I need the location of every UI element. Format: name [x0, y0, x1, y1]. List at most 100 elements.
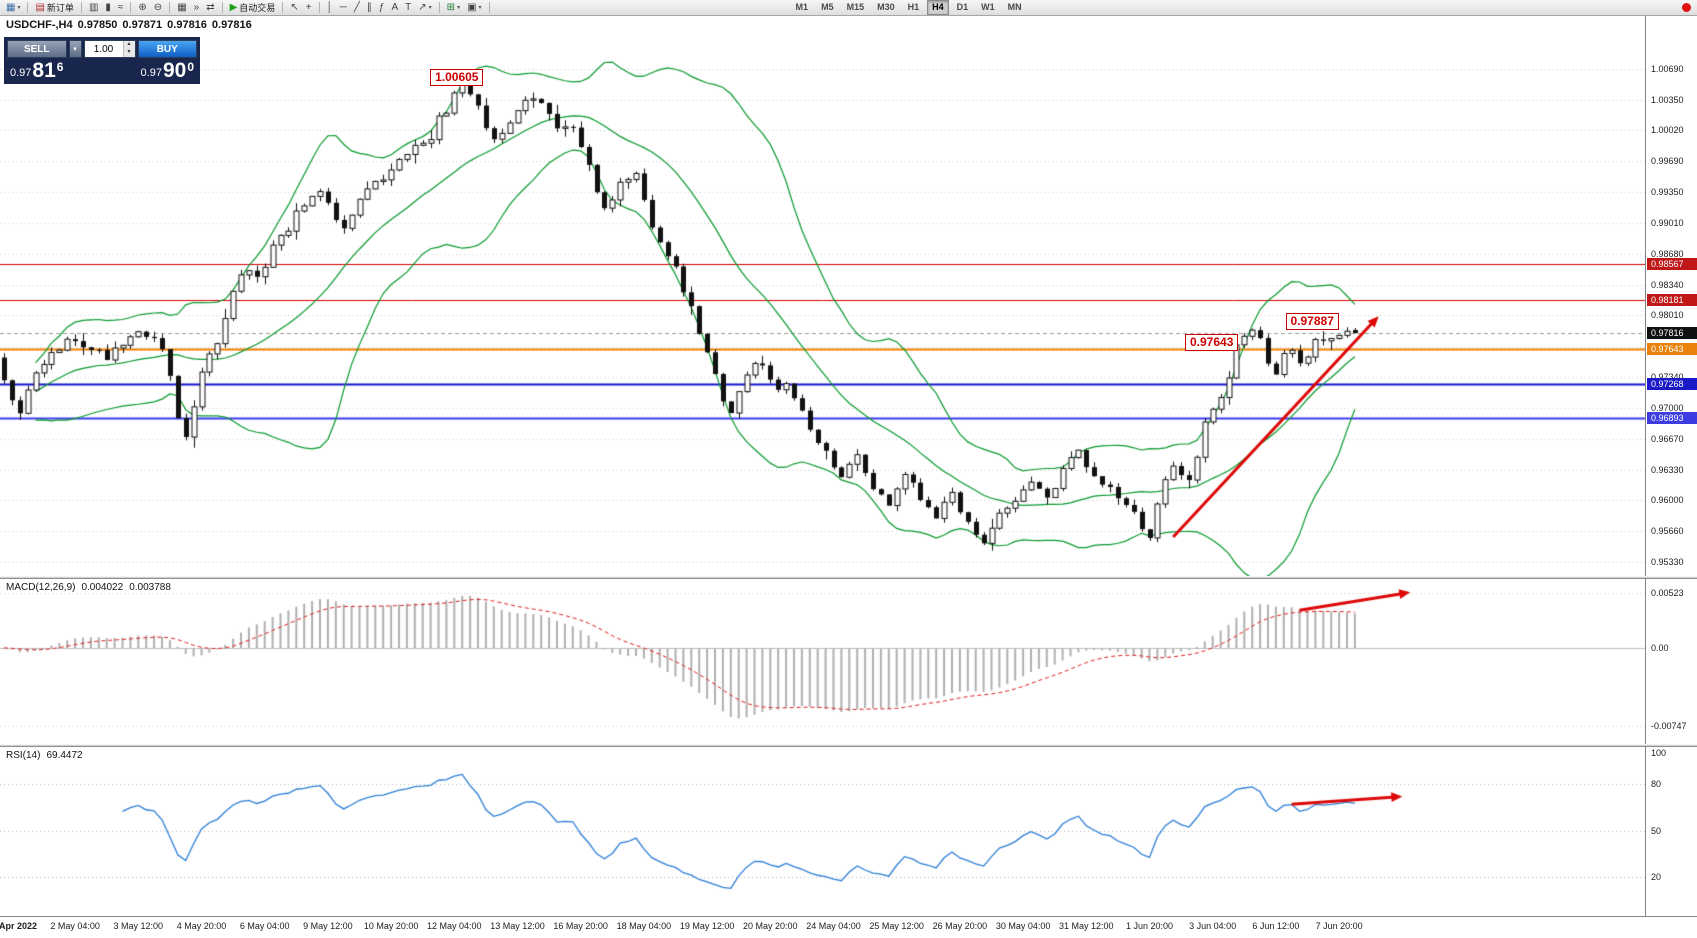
date-label: 24 May 04:00	[806, 921, 861, 931]
chart-candles-icon[interactable]: ▮	[102, 1, 114, 15]
tile-windows-icon[interactable]: ▦	[174, 1, 189, 15]
rsi-panel-canvas[interactable]	[0, 747, 1645, 916]
time-axis: 29 Apr 2022 2 May 04:00 3 May 12:00 4 May 2…	[0, 916, 1697, 938]
timeframe-h1[interactable]: H1	[907, 2, 920, 12]
rsi-indicator-label: RSI(14) 69.4472	[6, 750, 83, 761]
price-annotation[interactable]: 0.97887	[1285, 313, 1339, 331]
price-axis-label: 0.98680	[1651, 248, 1684, 259]
timeframe-m5[interactable]: M5	[821, 2, 834, 12]
zoom-out-icon: ⊖	[153, 1, 163, 13]
price-axis-label: 1.00690	[1651, 63, 1684, 74]
date-label: 7 Jun 20:00	[1315, 921, 1363, 931]
chart-symbol-period: USDCHF-,H4	[6, 19, 73, 31]
price-axis-label: 0.99010	[1651, 218, 1684, 229]
timeframe-m15[interactable]: M15	[846, 2, 865, 12]
zoom-in-icon[interactable]: ⊕	[135, 1, 149, 15]
timeframe-w1[interactable]: W1	[981, 2, 995, 12]
zoom-out-icon[interactable]: ⊖	[151, 1, 165, 15]
timeframe-mn[interactable]: MN	[1007, 2, 1022, 12]
toolbar-separator	[488, 2, 490, 13]
horizontal-line-icon[interactable]: ─	[337, 1, 350, 15]
timeframe-d1[interactable]: D1	[956, 2, 969, 12]
arrows-icon: ↗	[418, 1, 427, 13]
auto-scroll-icon: »	[193, 1, 200, 13]
price-annotation[interactable]: 1.00605	[430, 68, 484, 86]
sell-price: 0.97 81 6	[10, 59, 64, 82]
profiles-icon[interactable]: ▥	[86, 1, 101, 15]
timeframe-h4[interactable]: H4	[927, 0, 949, 15]
buy-button[interactable]: BUY	[137, 40, 197, 58]
lot-increase-button[interactable]: ▴	[123, 41, 135, 49]
panel-separator[interactable]	[0, 744, 1697, 747]
price-axis-label: 1.00020	[1651, 125, 1684, 136]
new-chart-icon[interactable]: ▦ ▾	[3, 1, 23, 15]
lot-input[interactable]	[84, 41, 123, 57]
price-axis-label: 0.95660	[1651, 526, 1684, 537]
chart-shift-icon: ⇄	[206, 1, 215, 13]
macd-panel-canvas[interactable]	[0, 579, 1645, 744]
arrows-icon[interactable]: ↗ ▾	[415, 1, 434, 15]
fibonacci-icon: ƒ	[378, 1, 385, 13]
chart-line-icon: ≈	[117, 1, 124, 13]
autotrading-button[interactable]: ▶ 自动交易	[227, 1, 279, 15]
timeframe-m30[interactable]: M30	[877, 2, 895, 12]
date-label: 1 Jun 20:00	[1125, 921, 1174, 931]
date-label: 6 May 04:00	[239, 921, 290, 931]
date-label: 6 Jun 12:00	[1252, 921, 1300, 931]
date-label: 3 Jun 04:00	[1189, 921, 1237, 931]
crosshair-icon[interactable]: +	[303, 1, 315, 15]
autotrading-button: ▶	[229, 1, 238, 13]
channel-icon[interactable]: ∥	[364, 1, 375, 15]
chart-shift-icon[interactable]: ⇄	[203, 1, 217, 15]
price-level-badge: 0.96893	[1647, 412, 1697, 424]
macd-axis-label: 0.00523	[1651, 588, 1684, 599]
price-annotation[interactable]: 0.97643	[1185, 334, 1239, 352]
ohlc-high: 0.97871	[122, 19, 163, 31]
new-order-button-label: 新订单	[46, 2, 74, 13]
timeframe-m1[interactable]: M1	[795, 2, 809, 12]
date-label: 26 May 20:00	[932, 921, 988, 931]
toolbar-separator	[27, 2, 29, 13]
templates-icon[interactable]: ▣ ▾	[464, 1, 484, 15]
ohlc-close: 0.97816	[211, 19, 252, 31]
buy-price: 0.97 90 0	[140, 59, 194, 82]
text-label-icon: T	[405, 1, 412, 13]
ohlc-low: 0.97816	[167, 19, 207, 31]
trendline-icon[interactable]: ╱	[351, 1, 363, 15]
record-icon[interactable]	[1682, 3, 1691, 12]
vertical-line-icon[interactable]: │	[324, 1, 336, 15]
macd-axis-label: 0.00	[1651, 642, 1669, 653]
price-axis-label: 0.99690	[1651, 155, 1684, 166]
auto-scroll-icon[interactable]: »	[191, 1, 203, 15]
cursor-icon[interactable]: ↖	[287, 1, 301, 15]
new-order-button[interactable]: ▤ 新订单	[32, 1, 76, 15]
current-price-badge: 0.97816	[1647, 327, 1697, 340]
dropdown-arrow-icon: ▾	[457, 4, 461, 11]
rsi-axis-label: 100	[1651, 748, 1667, 758]
date-label: 13 May 12:00	[490, 921, 545, 931]
dropdown-arrow-icon: ▾	[17, 4, 21, 11]
sell-button[interactable]: SELL	[7, 40, 67, 58]
price-axis-label: 0.96670	[1651, 433, 1684, 444]
toolbar-separator	[438, 2, 440, 13]
price-level-badge: 0.97643	[1647, 343, 1697, 356]
indicators-icon[interactable]: ⊞ ▾	[444, 1, 463, 15]
lot-decrease-button[interactable]: ▾	[123, 49, 135, 57]
text-label-icon[interactable]: T	[402, 1, 414, 15]
chart-line-icon[interactable]: ≈	[115, 1, 127, 15]
main-chart-canvas[interactable]	[0, 16, 1645, 576]
tile-windows-icon: ▦	[177, 1, 187, 13]
price-axis-label: 0.95330	[1651, 556, 1684, 567]
date-label: 16 May 20:00	[553, 921, 608, 931]
panel-separator[interactable]	[0, 576, 1697, 579]
fibonacci-icon[interactable]: ƒ	[376, 1, 388, 15]
order-options-dropdown[interactable]: ▾	[68, 40, 82, 58]
toolbar: ▦ ▾ ▤ 新订单 ▥ ▮ ≈ ⊕ ⊖ ▦» ⇄ ▶ 自动交易 ↖ + │ ─ ╱ ∥ ƒ A T ↗ ▾ ⊞ ▾ ▣ ▾ M1 M5 M1…	[0, 0, 1697, 16]
channel-icon: ∥	[366, 1, 372, 13]
toolbar-separator	[318, 2, 320, 13]
rsi-axis-label: 20	[1651, 872, 1662, 882]
text-icon[interactable]: A	[388, 1, 401, 15]
rsi-axis-label: 80	[1651, 779, 1662, 789]
chart-title: USDCHF-,H4 0.97850 0.97871 0.97816 0.97816	[6, 19, 257, 31]
